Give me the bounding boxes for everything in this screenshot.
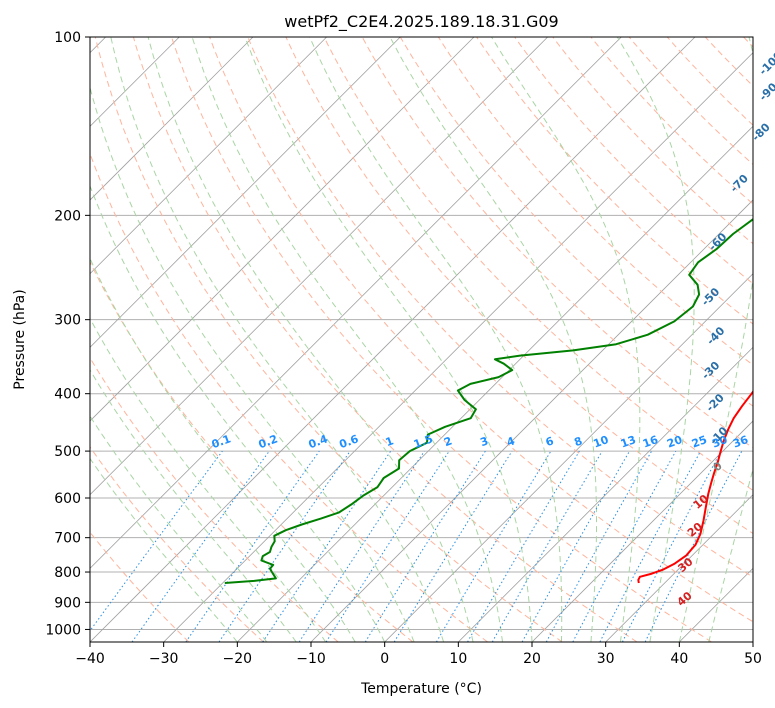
x-tick-label: −10 bbox=[296, 651, 326, 667]
dry-adiabat-line bbox=[361, 37, 753, 449]
profile-lines bbox=[224, 217, 753, 584]
mixing-ratio-line bbox=[218, 450, 351, 642]
mixing-ratio-line bbox=[435, 450, 552, 642]
mixing-ratio-line bbox=[131, 450, 270, 642]
dewpoint-line bbox=[224, 217, 753, 584]
mixing-ratio-label: 1 bbox=[384, 434, 396, 449]
x-tick-label: 30 bbox=[597, 651, 615, 667]
mixing-ratio-label: 10 bbox=[592, 433, 611, 451]
mixing-ratio-label: 36 bbox=[731, 433, 750, 451]
isotherm-line bbox=[90, 37, 401, 348]
axis-ticks: −40 −30 −20 −10 0 10 20 30 40 5010020030040050060… bbox=[45, 30, 762, 667]
moist-adiabat-line bbox=[90, 317, 327, 642]
moist-adiabat-line bbox=[309, 37, 563, 642]
mixing-ratio-label: 4 bbox=[505, 434, 517, 449]
dry-adiabat-line bbox=[399, 37, 753, 407]
y-tick-label: 700 bbox=[54, 531, 81, 547]
moist-adiabat-line bbox=[389, 37, 597, 642]
mixing-ratio-line bbox=[393, 450, 513, 642]
mixing-ratio-label: 0.6 bbox=[338, 432, 361, 451]
isotherm-line bbox=[384, 273, 753, 642]
mixing-ratio-label: 25 bbox=[690, 433, 709, 450]
y-tick-label: 400 bbox=[54, 387, 81, 403]
y-tick-label: 900 bbox=[54, 595, 81, 611]
mixing-ratio-line bbox=[491, 450, 603, 642]
mixing-ratio-line bbox=[90, 450, 223, 632]
x-tick-label: 0 bbox=[380, 651, 389, 667]
mixing-ratio-line bbox=[364, 450, 486, 642]
dry-adiabat-line bbox=[628, 37, 753, 166]
mixing-ratio-label: 0.2 bbox=[257, 432, 280, 451]
x-tick-label: −20 bbox=[223, 651, 253, 667]
moist-adiabat-line bbox=[678, 37, 753, 642]
moist-adiabat-line bbox=[110, 37, 445, 642]
moist-adiabat-line bbox=[90, 85, 415, 642]
x-axis-label: Temperature (°C) bbox=[360, 681, 482, 697]
chart-title: wetPf2_C2E4.2025.189.18.31.G09 bbox=[284, 12, 558, 32]
mixing-ratio-line bbox=[545, 450, 653, 642]
isotherm-line bbox=[90, 37, 548, 496]
moist-adiabat-line bbox=[90, 457, 238, 642]
mixing-ratio-label: 30 bbox=[710, 433, 729, 451]
y-tick-label: 600 bbox=[54, 491, 81, 507]
isotherm-line bbox=[90, 37, 254, 201]
plot-frame bbox=[89, 36, 754, 643]
y-tick-label: 800 bbox=[54, 565, 81, 581]
mixing-ratio-label: 8 bbox=[572, 434, 584, 449]
moist-adiabat-line bbox=[90, 369, 297, 642]
dry-adiabat-line bbox=[132, 37, 638, 642]
dry-adiabat-line bbox=[476, 37, 753, 325]
y-tick-label: 500 bbox=[54, 444, 81, 460]
isotherm-line bbox=[90, 37, 622, 569]
mixing-ratio-label: 16 bbox=[641, 433, 660, 451]
dry-adiabat-line bbox=[90, 446, 264, 642]
y-tick-label: 300 bbox=[54, 313, 81, 329]
temperature-line bbox=[637, 390, 753, 584]
mixing-ratio-line bbox=[572, 450, 677, 642]
x-tick-label: −40 bbox=[75, 651, 105, 667]
x-tick-label: 50 bbox=[744, 651, 762, 667]
moist-adiabat-line bbox=[708, 467, 753, 642]
y-axis-label: Pressure (hPa) bbox=[12, 289, 28, 389]
mixing-ratio-line bbox=[185, 450, 320, 642]
dry-adiabat-line bbox=[514, 37, 753, 285]
y-tick-label: 200 bbox=[54, 208, 81, 224]
mixing-ratio-label: 13 bbox=[619, 433, 638, 450]
moist-adiabat-line bbox=[90, 415, 268, 642]
x-tick-label: 10 bbox=[449, 651, 467, 667]
mixing-ratio-label: 0.1 bbox=[210, 432, 233, 451]
mixing-ratio-label: 1.5 bbox=[412, 432, 435, 451]
moist-adiabat-line bbox=[90, 257, 356, 642]
mixing-ratio-label: 6 bbox=[544, 434, 556, 449]
moist-adiabat-line bbox=[90, 184, 386, 642]
mixing-ratio-line bbox=[325, 450, 450, 642]
isotherm-line bbox=[90, 37, 327, 275]
moist-adiabat-line bbox=[244, 37, 533, 642]
x-tick-label: 40 bbox=[670, 651, 688, 667]
mixing-ratio-line bbox=[467, 450, 580, 642]
x-tick-label: 20 bbox=[523, 651, 541, 667]
y-tick-label: 100 bbox=[54, 30, 81, 46]
moist-adiabat-line bbox=[147, 37, 474, 642]
x-tick-label: −30 bbox=[149, 651, 179, 667]
dry-adiabat-line bbox=[209, 37, 753, 623]
isotherm-line bbox=[90, 37, 696, 642]
mixing-ratio-label: 0.4 bbox=[307, 432, 330, 451]
moist-adiabat-line bbox=[191, 37, 503, 642]
mixing-ratio-label: 3 bbox=[478, 434, 490, 449]
dry-adiabat-line bbox=[94, 37, 563, 642]
isotherm-line bbox=[237, 125, 753, 642]
moist-adiabat-line bbox=[491, 37, 641, 642]
dry-adiabat-line bbox=[323, 37, 753, 491]
mixing-ratio-line bbox=[521, 450, 630, 642]
mixing-ratio-label: 20 bbox=[665, 433, 684, 451]
isotherm-line bbox=[605, 494, 753, 642]
mixing-ratio-label: 2 bbox=[442, 434, 454, 449]
y-tick-label: 1000 bbox=[45, 622, 81, 638]
isotherm-line bbox=[90, 37, 475, 422]
